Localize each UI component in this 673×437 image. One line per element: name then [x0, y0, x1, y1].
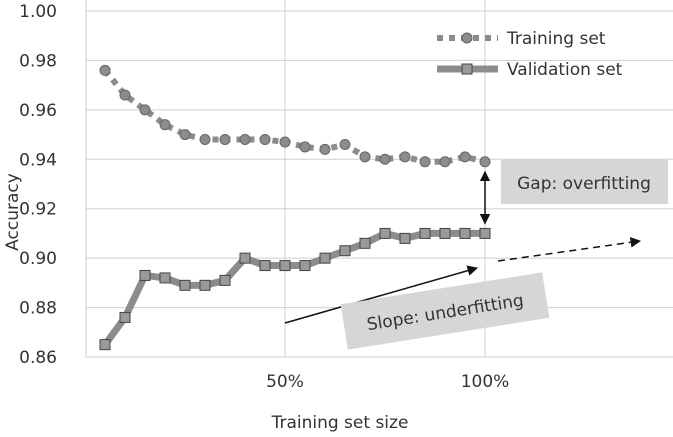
training-point — [139, 104, 151, 116]
training-point — [339, 138, 351, 150]
y-tick-label: 0.98 — [19, 51, 57, 71]
validation-point — [319, 252, 331, 264]
slope-label-box — [340, 272, 550, 350]
training-point — [99, 64, 111, 76]
training-point — [219, 134, 231, 146]
validation-point — [159, 272, 171, 284]
validation-point — [379, 227, 391, 239]
x-axis-title: Training set size — [271, 413, 409, 433]
x-tick-label: 100% — [461, 372, 510, 392]
y-tick-label: 0.86 — [19, 348, 57, 368]
validation-point — [259, 260, 271, 272]
training-point — [459, 151, 471, 163]
training-point — [159, 119, 171, 131]
training-point — [359, 151, 371, 163]
validation-point — [459, 227, 471, 239]
validation-point — [359, 237, 371, 249]
training-point — [419, 156, 431, 168]
validation-point — [119, 311, 131, 323]
y-tick-label: 0.94 — [19, 150, 57, 170]
training-point — [319, 143, 331, 155]
validation-point — [179, 279, 191, 291]
training-point — [199, 134, 211, 146]
validation-point — [479, 227, 491, 239]
y-tick-label: 0.96 — [19, 101, 57, 121]
validation-point — [399, 232, 411, 244]
training-point — [379, 153, 391, 165]
training-point — [119, 89, 131, 101]
slope-arrow — [284, 265, 479, 324]
training-point — [259, 134, 271, 146]
training-point — [239, 134, 251, 146]
validation-point — [419, 227, 431, 239]
validation-point — [199, 279, 211, 291]
training-point — [399, 151, 411, 163]
training-point — [279, 136, 291, 148]
training-point — [179, 129, 191, 141]
legend-marker-circle — [461, 32, 473, 44]
series-line-training — [102, 68, 486, 165]
y-axis-title: Accuracy — [3, 173, 23, 251]
gap-label-box — [501, 159, 668, 204]
validation-point — [139, 269, 151, 281]
validation-point — [299, 260, 311, 272]
legend-label: Training set — [506, 29, 606, 49]
validation-point — [339, 245, 351, 257]
axes: 1.00 0.98 0.96 0.94 0.92 0.90 0.88 0.86 50% 100% — [19, 0, 673, 392]
validation-point — [439, 227, 451, 239]
legend-label: Validation set — [507, 60, 623, 80]
validation-point — [99, 339, 111, 351]
y-tick-label: 0.88 — [19, 299, 57, 319]
training-point — [299, 141, 311, 153]
gap-label: Gap: overfitting — [517, 174, 651, 194]
y-tick-label: 1.00 — [19, 2, 57, 22]
training-point — [439, 156, 451, 168]
x-tick-label: 50% — [266, 372, 304, 392]
validation-point — [239, 252, 251, 264]
legend-marker-square — [461, 63, 473, 75]
validation-point — [219, 274, 231, 286]
y-tick-label: 0.90 — [19, 249, 57, 269]
training-point — [479, 156, 491, 168]
series — [99, 64, 491, 351]
slope-label-group: Slope: underfitting — [340, 272, 550, 350]
legend: Training set Validation set — [437, 29, 623, 80]
validation-point — [279, 260, 291, 272]
y-tick-label: 0.92 — [19, 200, 57, 220]
